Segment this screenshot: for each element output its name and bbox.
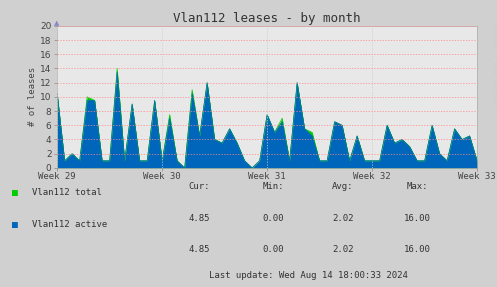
Text: 16.00: 16.00 (404, 245, 431, 254)
Text: Vlan112 active: Vlan112 active (32, 220, 107, 228)
Text: ■: ■ (12, 220, 18, 230)
Text: Last update: Wed Aug 14 18:00:33 2024: Last update: Wed Aug 14 18:00:33 2024 (209, 271, 408, 280)
Text: Min:: Min: (262, 182, 284, 191)
Title: Vlan112 leases - by month: Vlan112 leases - by month (173, 12, 361, 25)
Text: 4.85: 4.85 (188, 214, 210, 223)
Text: 16.00: 16.00 (404, 214, 431, 223)
Y-axis label: # of leases: # of leases (28, 67, 37, 127)
Text: 2.02: 2.02 (332, 245, 354, 254)
Text: 0.00: 0.00 (262, 245, 284, 254)
Text: 0.00: 0.00 (262, 214, 284, 223)
Text: ▲: ▲ (55, 20, 60, 26)
Text: Cur:: Cur: (188, 182, 210, 191)
Text: Avg:: Avg: (332, 182, 354, 191)
Text: 4.85: 4.85 (188, 245, 210, 254)
Text: ■: ■ (12, 188, 18, 198)
Text: Max:: Max: (407, 182, 428, 191)
Text: RRDTOOL / TOBI OETIKER: RRDTOOL / TOBI OETIKER (491, 23, 496, 105)
Text: 2.02: 2.02 (332, 214, 354, 223)
Text: Vlan112 total: Vlan112 total (32, 188, 102, 197)
